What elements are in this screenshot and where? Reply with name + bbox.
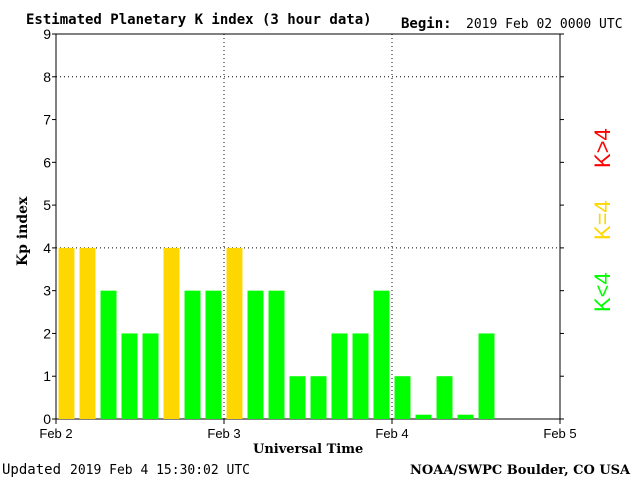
kp-bar (226, 247, 243, 419)
y-tick-label: 5 (43, 197, 51, 213)
y-tick-label: 4 (43, 240, 51, 256)
begin-label: Begin: (401, 16, 452, 32)
updated-label: Updated (2, 462, 61, 478)
kp-bars (58, 247, 495, 419)
legend-below-4: K<4 (590, 272, 615, 312)
x-tick-label: Feb 4 (375, 426, 408, 441)
kp-bar (457, 414, 474, 419)
kp-bar (79, 247, 96, 419)
grid-lines (56, 34, 560, 419)
kp-bar (205, 290, 222, 419)
y-tick-label: 6 (43, 154, 51, 170)
x-tick-label: Feb 2 (39, 426, 72, 441)
kp-bar (373, 290, 390, 419)
y-tick-label: 7 (43, 112, 51, 128)
kp-bar (121, 333, 138, 419)
kp-bar (268, 290, 285, 419)
chart-title: Estimated Planetary K index (3 hour data… (26, 12, 372, 28)
kp-bar (100, 290, 117, 419)
legend-equal-4: K=4 (590, 200, 615, 240)
y-tick-label: 3 (43, 283, 51, 299)
y-axis: 0 1 2 3 4 5 6 7 8 9 (43, 26, 564, 427)
kp-bar (289, 376, 306, 419)
kp-bar (163, 247, 180, 419)
kp-bar (184, 290, 201, 419)
x-tick-label: Feb 3 (207, 426, 240, 441)
updated-value: 2019 Feb 4 15:30:02 UTC (70, 463, 250, 478)
plot-frame (55, 33, 561, 420)
y-tick-label: 9 (43, 26, 51, 42)
kp-bar (478, 333, 495, 419)
kp-bar (58, 247, 75, 419)
kp-bar (352, 333, 369, 419)
kp-bar (394, 376, 411, 419)
kp-bar (247, 290, 264, 419)
y-tick-label: 2 (43, 325, 51, 341)
kp-bar (310, 376, 327, 419)
x-axis-label: Universal Time (253, 442, 363, 457)
kp-bar (436, 376, 453, 419)
kp-bar (142, 333, 159, 419)
y-tick-label: 1 (43, 368, 51, 384)
kp-bar (415, 414, 432, 419)
begin-value: 2019 Feb 02 0000 UTC (466, 17, 623, 32)
legend-above-4: K>4 (590, 128, 615, 168)
x-tick-label: Feb 5 (543, 426, 576, 441)
y-tick-label: 0 (43, 411, 51, 427)
y-tick-label: 8 (43, 69, 51, 85)
y-axis-label: Kp index (15, 196, 31, 266)
source-credit: NOAA/SWPC Boulder, CO USA (410, 463, 631, 478)
x-axis: Feb 2 Feb 3 Feb 4 Feb 5 (39, 419, 577, 441)
kp-bar (331, 333, 348, 419)
